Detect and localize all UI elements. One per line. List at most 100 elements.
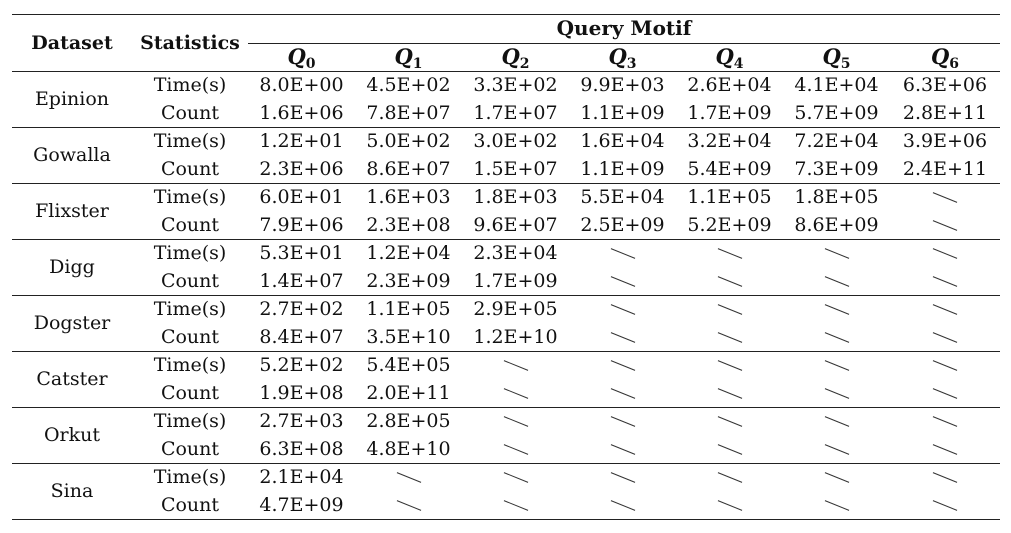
table-cell: 2.3E+09 [366, 270, 451, 292]
statistic-label: Time(s) [153, 74, 227, 96]
table-cell: 1.7E+09 [687, 102, 772, 124]
no-result-dash [610, 248, 635, 259]
no-result-dash [932, 276, 958, 287]
header-query-motif: Query Motif [556, 16, 692, 40]
no-result-dash [932, 304, 958, 315]
statistic-label: Count [160, 214, 220, 236]
no-result-dash [932, 220, 958, 231]
no-result-dash [610, 388, 635, 399]
group-rule [12, 295, 1000, 296]
no-result-dash [503, 360, 528, 371]
table-cell: 1.1E+09 [580, 158, 665, 180]
table-cell: 1.4E+07 [259, 270, 344, 292]
statistic-label: Time(s) [153, 298, 227, 320]
dataset-name-catster: Catster [36, 368, 108, 390]
header-query-q2: Q2 [501, 44, 530, 72]
statistic-label: Time(s) [153, 466, 227, 488]
header-query-q6: Q6 [930, 44, 960, 72]
table-cell: 1.6E+04 [580, 130, 665, 152]
table-cell: 2.4E+11 [902, 158, 988, 180]
table-cell: 2.8E+11 [902, 102, 988, 124]
header-statistics: Statistics [140, 32, 240, 54]
query-motif-rule [248, 43, 1000, 44]
statistic-label: Count [160, 438, 220, 460]
table-cell: 1.6E+06 [259, 102, 344, 124]
table-cell: 9.9E+03 [580, 74, 665, 96]
table-cell: 3.5E+10 [366, 326, 451, 348]
table-cell: 2.6E+04 [687, 74, 772, 96]
header-query-q3: Q3 [608, 44, 637, 72]
table-cell: 2.7E+03 [259, 410, 344, 432]
no-result-dash [932, 360, 958, 371]
no-result-dash [932, 248, 958, 259]
table-cell: 2.3E+08 [366, 214, 451, 236]
table-cell: 2.0E+11 [366, 382, 451, 404]
table-cell: 1.1E+09 [580, 102, 665, 124]
table-cell: 5.2E+09 [687, 214, 772, 236]
table-cell: 5.3E+01 [259, 242, 344, 264]
no-result-dash [717, 444, 742, 455]
no-result-dash [610, 444, 635, 455]
statistic-label: Count [160, 158, 220, 180]
table-cell: 2.8E+05 [366, 410, 451, 432]
dataset-name-sina: Sina [50, 480, 94, 502]
table-cell: 5.7E+09 [794, 102, 879, 124]
no-result-dash [717, 472, 742, 483]
header-dataset: Dataset [31, 32, 113, 54]
statistic-label: Count [160, 270, 220, 292]
statistic-label: Time(s) [153, 242, 227, 264]
table-cell: 1.9E+08 [259, 382, 344, 404]
table-cell: 3.2E+04 [687, 130, 772, 152]
no-result-dash [932, 472, 958, 483]
table-cell: 4.8E+10 [366, 438, 451, 460]
group-rule [12, 127, 1000, 128]
table-cell: 1.2E+04 [366, 242, 451, 264]
group-rule [12, 351, 1000, 352]
table-cell: 3.0E+02 [473, 130, 558, 152]
table-cell: 8.0E+00 [259, 74, 344, 96]
table-cell: 2.7E+02 [259, 298, 344, 320]
no-result-dash [717, 388, 742, 399]
no-result-dash [396, 472, 421, 483]
table-cell: 1.7E+09 [473, 270, 558, 292]
table-cell: 5.0E+02 [366, 130, 451, 152]
no-result-dash [717, 416, 742, 427]
table-cell: 5.5E+04 [580, 186, 665, 208]
table-cell: 6.0E+01 [259, 186, 344, 208]
no-result-dash [717, 360, 742, 371]
group-rule [12, 239, 1000, 240]
table-cell: 6.3E+06 [902, 74, 988, 96]
no-result-dash [824, 248, 849, 259]
dataset-name-gowalla: Gowalla [33, 144, 111, 166]
no-result-dash [610, 500, 635, 511]
statistic-label: Count [160, 494, 220, 516]
no-result-dash [932, 416, 958, 427]
table-cell: 1.8E+03 [473, 186, 558, 208]
no-result-dash [610, 416, 635, 427]
no-result-dash [717, 276, 742, 287]
table-cell: 1.6E+03 [366, 186, 451, 208]
header-query-q0: Q0 [287, 44, 316, 72]
no-result-dash [717, 332, 742, 343]
no-result-dash [824, 388, 849, 399]
no-result-dash [503, 416, 528, 427]
no-result-dash [932, 444, 958, 455]
no-result-dash [396, 500, 421, 511]
table-cell: 8.6E+09 [794, 214, 879, 236]
statistic-label: Count [160, 326, 220, 348]
statistic-label: Count [160, 382, 220, 404]
table-cell: 5.2E+02 [259, 354, 344, 376]
no-result-dash [610, 360, 635, 371]
table-cell: 8.6E+07 [366, 158, 451, 180]
header-query-q5: Q5 [822, 44, 851, 72]
table-cell: 7.9E+06 [259, 214, 344, 236]
dataset-name-orkut: Orkut [43, 424, 101, 446]
table-cell: 3.9E+06 [902, 130, 988, 152]
no-result-dash [824, 444, 849, 455]
no-result-dash [824, 472, 849, 483]
table-cell: 2.3E+06 [259, 158, 344, 180]
table-cell: 1.1E+05 [366, 298, 451, 320]
statistic-label: Time(s) [153, 410, 227, 432]
dataset-name-flixster: Flixster [35, 200, 109, 222]
no-result-dash [717, 248, 742, 259]
